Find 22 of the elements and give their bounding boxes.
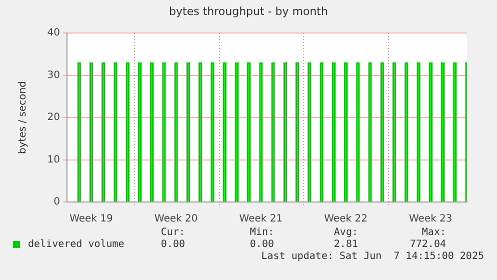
legend-label: delivered volume [28,239,124,250]
y-axis-title: bytes / second [18,80,28,156]
x-tick-label: Week 19 [70,214,113,225]
text: Max: [422,227,446,238]
text: 772.04 [410,239,446,250]
text: 0.00 [160,239,185,250]
x-tick-label: Week 20 [154,214,198,225]
text: 0.00 [250,239,274,250]
y-tick-label: 30 [47,70,60,81]
y-tick-label: 20 [47,112,60,124]
y-tick-label: 0 [54,196,60,208]
text: Cur: [160,227,185,238]
x-tick-label: Week 23 [408,214,452,225]
text: 2.81 [334,239,358,250]
text: Last update: Sat Jun 7 14:15:00 2025 [261,251,484,262]
chart-title: bytes throughput - by month [168,5,329,18]
y-tick-label: 10 [47,154,60,166]
text: Min: [250,227,274,238]
text: Avg: [334,227,358,238]
x-tick-label: Week 21 [239,214,283,225]
y-tick-label: 40 [47,28,60,39]
x-tick-label: Week 22 [324,214,368,225]
